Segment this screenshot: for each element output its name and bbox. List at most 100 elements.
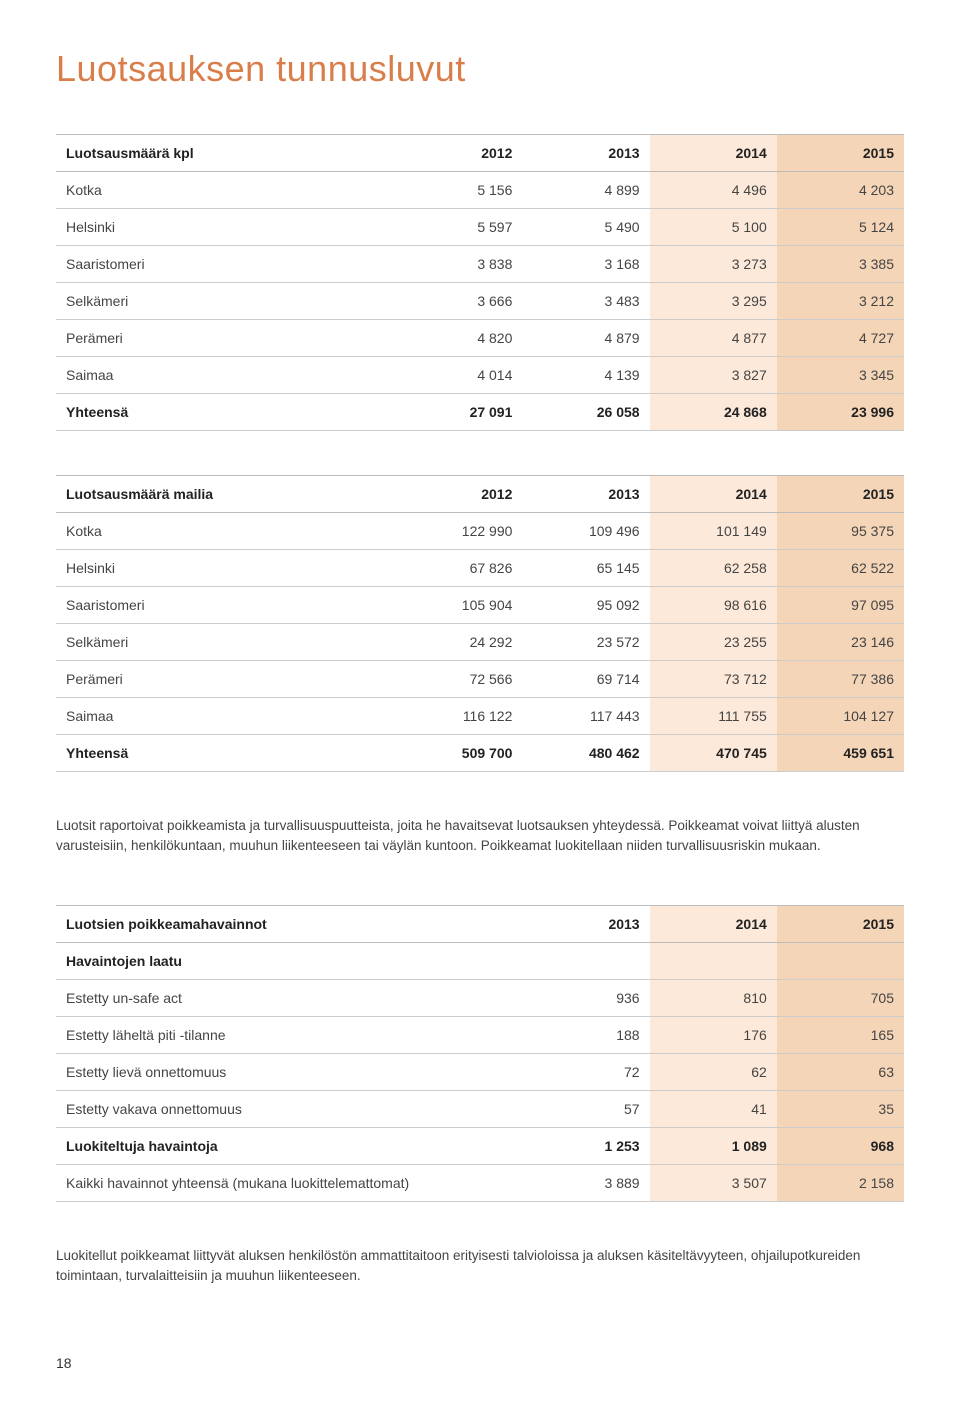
- table-row: Selkämeri24 29223 57223 25523 146: [56, 624, 904, 661]
- table-cell: 5 597: [395, 209, 522, 246]
- col-header: 2013: [522, 906, 649, 943]
- table-cell: 77 386: [777, 661, 904, 698]
- table-cell: 95 092: [522, 587, 649, 624]
- table-cell: 69 714: [522, 661, 649, 698]
- table-cell: 73 712: [650, 661, 777, 698]
- table-total-row: Luokiteltuja havaintoja1 2531 089968: [56, 1128, 904, 1165]
- table-cell: 67 826: [395, 550, 522, 587]
- table-cell: 3 168: [522, 246, 649, 283]
- table-cell: 23 996: [777, 394, 904, 431]
- table-cell: 23 572: [522, 624, 649, 661]
- table-cell: 3 345: [777, 357, 904, 394]
- table-cell: Estetty vakava onnettomuus: [56, 1091, 522, 1128]
- table-cell: 936: [522, 980, 649, 1017]
- table-cell: 3 273: [650, 246, 777, 283]
- table-row: Estetty un-safe act936810705: [56, 980, 904, 1017]
- col-header: 2015: [777, 906, 904, 943]
- table-cell: 23 146: [777, 624, 904, 661]
- col-header: 2015: [777, 476, 904, 513]
- table-body: Kotka5 1564 8994 4964 203Helsinki5 5975 …: [56, 172, 904, 431]
- table-body: Havaintojen laatuEstetty un-safe act9368…: [56, 943, 904, 1202]
- table-cell: 5 124: [777, 209, 904, 246]
- table-cell: Helsinki: [56, 209, 395, 246]
- page-title: Luotsauksen tunnusluvut: [56, 48, 904, 90]
- table-cell: 4 014: [395, 357, 522, 394]
- table-cell: Kaikki havainnot yhteensä (mukana luokit…: [56, 1165, 522, 1202]
- col-header: 2012: [395, 476, 522, 513]
- table-cell: 24 292: [395, 624, 522, 661]
- table-header-row: Luotsien poikkeamahavainnot 2013 2014 20…: [56, 906, 904, 943]
- table-cell: 57: [522, 1091, 649, 1128]
- table-cell: 4 879: [522, 320, 649, 357]
- table-cell: 705: [777, 980, 904, 1017]
- paragraph-luokitellut: Luokitellut poikkeamat liittyvät aluksen…: [56, 1246, 904, 1285]
- table-row: Perämeri72 56669 71473 71277 386: [56, 661, 904, 698]
- table-cell: 104 127: [777, 698, 904, 735]
- table-cell: 509 700: [395, 735, 522, 772]
- table-total-row: Yhteensä509 700480 462470 745459 651: [56, 735, 904, 772]
- col-header: 2015: [777, 135, 904, 172]
- table-cell: Kotka: [56, 172, 395, 209]
- table-cell: 4 820: [395, 320, 522, 357]
- table-subhead-row: Havaintojen laatu: [56, 943, 904, 980]
- table-cell: Perämeri: [56, 320, 395, 357]
- table-cell: 72: [522, 1054, 649, 1091]
- paragraph-poikkeamat-intro: Luotsit raportoivat poikkeamista ja turv…: [56, 816, 904, 855]
- table-cell: Kotka: [56, 513, 395, 550]
- table-cell: Yhteensä: [56, 735, 395, 772]
- table-row: Saimaa4 0144 1393 8273 345: [56, 357, 904, 394]
- table-cell: Perämeri: [56, 661, 395, 698]
- table-cell: [522, 943, 649, 980]
- table-cell: 62 522: [777, 550, 904, 587]
- table-cell: 3 483: [522, 283, 649, 320]
- table-cell: 3 295: [650, 283, 777, 320]
- table-cell: 72 566: [395, 661, 522, 698]
- table-row: Saimaa116 122117 443111 755104 127: [56, 698, 904, 735]
- table-cell: Selkämeri: [56, 624, 395, 661]
- table-row: Saaristomeri105 90495 09298 61697 095: [56, 587, 904, 624]
- table-cell: 3 507: [650, 1165, 777, 1202]
- table-cell: 3 827: [650, 357, 777, 394]
- table-row: Selkämeri3 6663 4833 2953 212: [56, 283, 904, 320]
- table-row: Estetty läheltä piti -tilanne188176165: [56, 1017, 904, 1054]
- table-row: Kotka122 990109 496101 14995 375: [56, 513, 904, 550]
- table-luotsausmaara-kpl: Luotsausmäärä kpl 2012 2013 2014 2015 Ko…: [56, 134, 904, 431]
- table-row: Helsinki67 82665 14562 25862 522: [56, 550, 904, 587]
- table-cell: 3 666: [395, 283, 522, 320]
- table-row: Kaikki havainnot yhteensä (mukana luokit…: [56, 1165, 904, 1202]
- table-body: Kotka122 990109 496101 14995 375Helsinki…: [56, 513, 904, 772]
- table-cell: 26 058: [522, 394, 649, 431]
- table-cell: 27 091: [395, 394, 522, 431]
- table-cell: 3 889: [522, 1165, 649, 1202]
- col-header: Luotsausmäärä mailia: [56, 476, 395, 513]
- table-cell: 111 755: [650, 698, 777, 735]
- table-cell: 41: [650, 1091, 777, 1128]
- table-cell: 35: [777, 1091, 904, 1128]
- table-cell: Helsinki: [56, 550, 395, 587]
- table-cell: 5 490: [522, 209, 649, 246]
- table-row: Helsinki5 5975 4905 1005 124: [56, 209, 904, 246]
- table-row: Saaristomeri3 8383 1683 2733 385: [56, 246, 904, 283]
- table-cell: 101 149: [650, 513, 777, 550]
- table-luotsausmaara-mailia: Luotsausmäärä mailia 2012 2013 2014 2015…: [56, 475, 904, 772]
- table-cell: 63: [777, 1054, 904, 1091]
- table-cell: 95 375: [777, 513, 904, 550]
- col-header: Luotsausmäärä kpl: [56, 135, 395, 172]
- table-cell: 23 255: [650, 624, 777, 661]
- table-cell: 3 385: [777, 246, 904, 283]
- table-total-row: Yhteensä27 09126 05824 86823 996: [56, 394, 904, 431]
- table-cell: Saimaa: [56, 357, 395, 394]
- table-row: Estetty lievä onnettomuus726263: [56, 1054, 904, 1091]
- table-cell: 1 253: [522, 1128, 649, 1165]
- table-header-row: Luotsausmäärä kpl 2012 2013 2014 2015: [56, 135, 904, 172]
- table-cell: Luokiteltuja havaintoja: [56, 1128, 522, 1165]
- table-cell: Saaristomeri: [56, 587, 395, 624]
- table-row: Estetty vakava onnettomuus574135: [56, 1091, 904, 1128]
- col-header: 2014: [650, 476, 777, 513]
- table-cell: 1 089: [650, 1128, 777, 1165]
- table-cell: 24 868: [650, 394, 777, 431]
- table-cell: Estetty läheltä piti -tilanne: [56, 1017, 522, 1054]
- table-cell: 109 496: [522, 513, 649, 550]
- table-cell: 122 990: [395, 513, 522, 550]
- table-cell: 4 727: [777, 320, 904, 357]
